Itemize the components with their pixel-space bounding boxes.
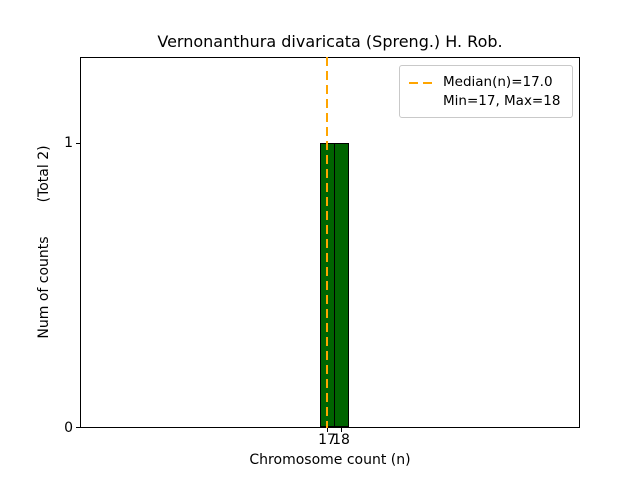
legend-median-label: Median(n)=17.0 <box>443 74 553 90</box>
y-tick-label-0: 0 <box>64 420 73 436</box>
legend-minmax-label: Min=17, Max=18 <box>443 93 561 109</box>
x-tick-mark-18 <box>341 428 342 432</box>
x-tick-mark-17 <box>327 428 328 432</box>
median-line <box>326 57 328 428</box>
legend: Median(n)=17.0 Min=17, Max=18 <box>399 65 573 118</box>
chart-title: Vernonanthura divaricata (Spreng.) H. Ro… <box>157 32 503 51</box>
y-tick-mark-0 <box>76 427 80 428</box>
histogram-bar-18 <box>334 143 349 427</box>
median-dash-swatch <box>409 81 435 84</box>
x-tick-label-18: 18 <box>332 432 350 448</box>
x-axis-label: Chromosome count (n) <box>249 452 411 468</box>
y-axis-total-text: (Total 2) <box>36 145 52 203</box>
y-tick-label-1: 1 <box>64 135 73 151</box>
y-axis-label-text: Num of counts <box>36 236 52 339</box>
legend-row-minmax: Min=17, Max=18 <box>409 92 563 111</box>
y-tick-mark-1 <box>76 143 80 144</box>
x-tick-label-17: 17 <box>318 432 336 448</box>
legend-row-median: Median(n)=17.0 <box>409 73 563 92</box>
y-axis-label: Num of counts (Total 2) <box>36 62 57 422</box>
